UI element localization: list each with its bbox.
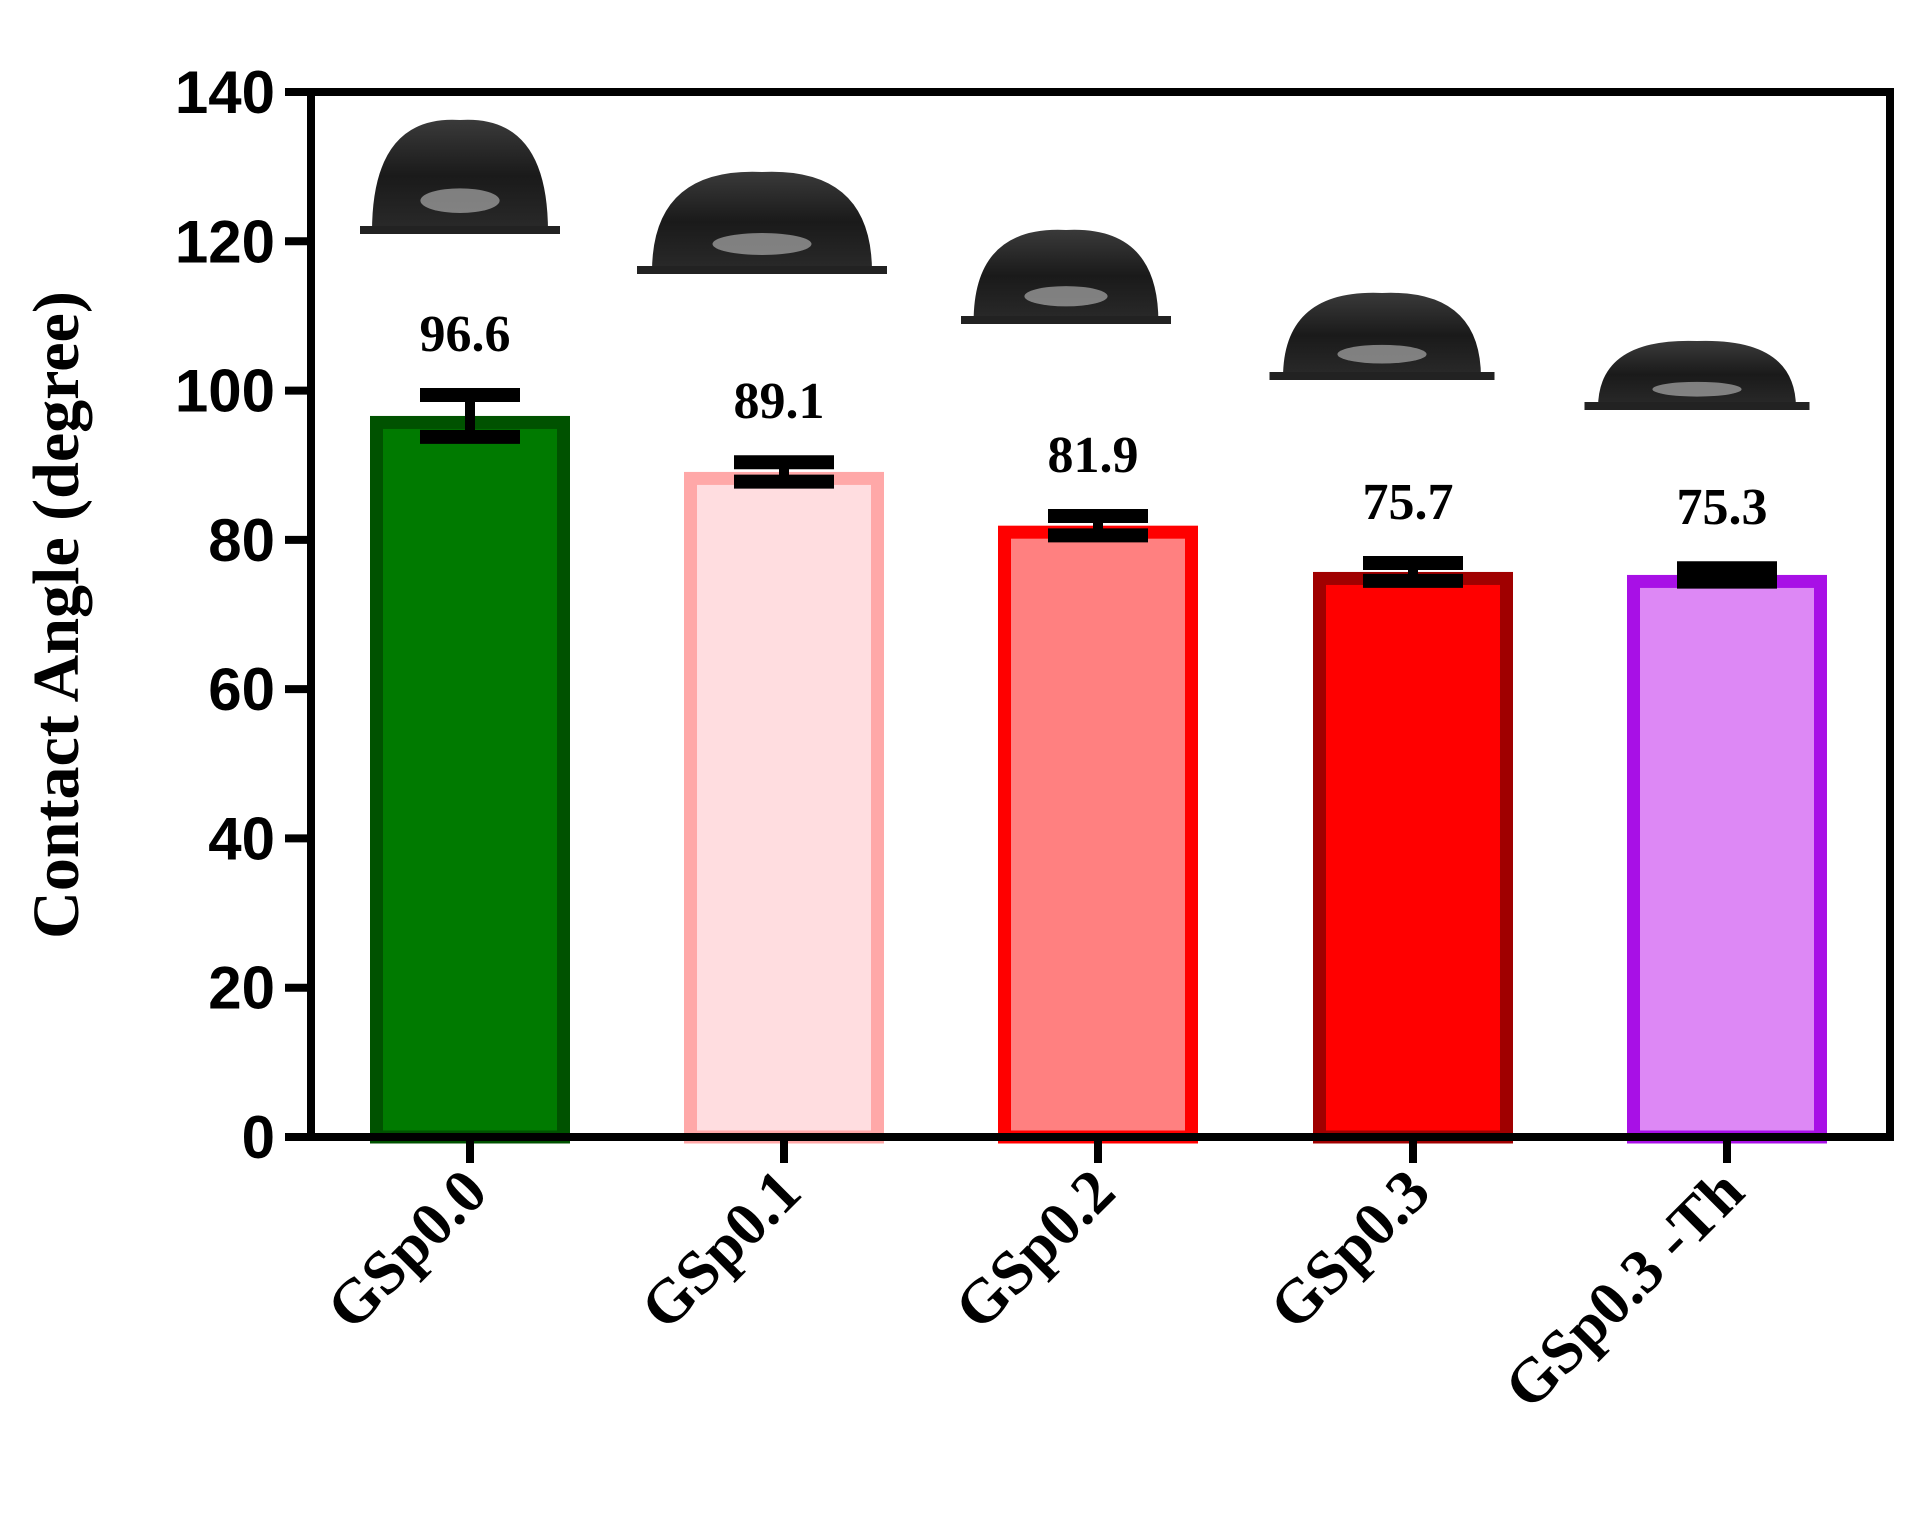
droplet-surface	[1584, 402, 1810, 410]
y-axis-title: Contact Angle (degree)	[20, 291, 93, 939]
y-tick-label: 100	[175, 358, 275, 425]
droplet-image	[360, 119, 560, 234]
droplet-image	[1269, 292, 1495, 380]
droplet-highlight	[1024, 286, 1108, 307]
y-tick-label: 0	[242, 1104, 275, 1171]
y-tick-label: 20	[208, 955, 275, 1022]
value-labels: 96.6 89.1 81.9 75.7 75.3	[420, 306, 1768, 536]
droplet-image	[1584, 340, 1810, 410]
bar	[1627, 574, 1827, 1144]
droplet-images	[360, 119, 1810, 410]
droplet-highlight	[712, 233, 812, 255]
droplet-shape	[372, 119, 548, 232]
value-label: 89.1	[734, 373, 825, 430]
y-ticks: 0 20 40 60 80 100 120 140	[175, 59, 311, 1171]
droplet-highlight	[1652, 381, 1742, 397]
y-tick-label: 120	[175, 208, 275, 275]
droplet-image	[961, 229, 1171, 324]
droplet-shape	[652, 171, 872, 272]
y-tick-label: 140	[175, 59, 275, 126]
droplet-surface	[1269, 372, 1495, 380]
droplet-surface	[360, 226, 560, 234]
droplet-image	[637, 171, 887, 274]
droplet-shape	[1598, 340, 1796, 408]
value-label: 81.9	[1048, 427, 1139, 484]
droplet-shape	[973, 229, 1159, 322]
x-tick-label: GSp0.2	[942, 1157, 1128, 1343]
bar	[998, 525, 1198, 1144]
x-tick-label: GSp0.3 -Th	[1492, 1157, 1757, 1422]
bar	[1313, 571, 1513, 1144]
droplet-shape	[1283, 292, 1481, 378]
x-tick-label: GSp0.3	[1257, 1157, 1443, 1343]
droplet-highlight	[1337, 344, 1427, 364]
x-ticks: GSp0.0 GSp0.1 GSp0.2 GSp0.3 GSp0.3 -Th	[314, 1137, 1757, 1422]
value-label: 75.3	[1677, 479, 1768, 536]
x-tick-label: GSp0.0	[314, 1157, 500, 1343]
droplet-highlight	[420, 188, 500, 213]
bar	[684, 471, 884, 1144]
droplet-surface	[961, 316, 1171, 324]
value-label: 75.7	[1363, 474, 1454, 531]
error-bars	[420, 388, 1777, 589]
x-tick-label: GSp0.1	[628, 1157, 814, 1343]
y-tick-label: 60	[208, 656, 275, 723]
y-tick-label: 80	[208, 507, 275, 574]
droplet-surface	[637, 266, 887, 274]
value-label: 96.6	[420, 306, 511, 363]
bar	[370, 415, 570, 1144]
y-tick-label: 40	[208, 805, 275, 872]
